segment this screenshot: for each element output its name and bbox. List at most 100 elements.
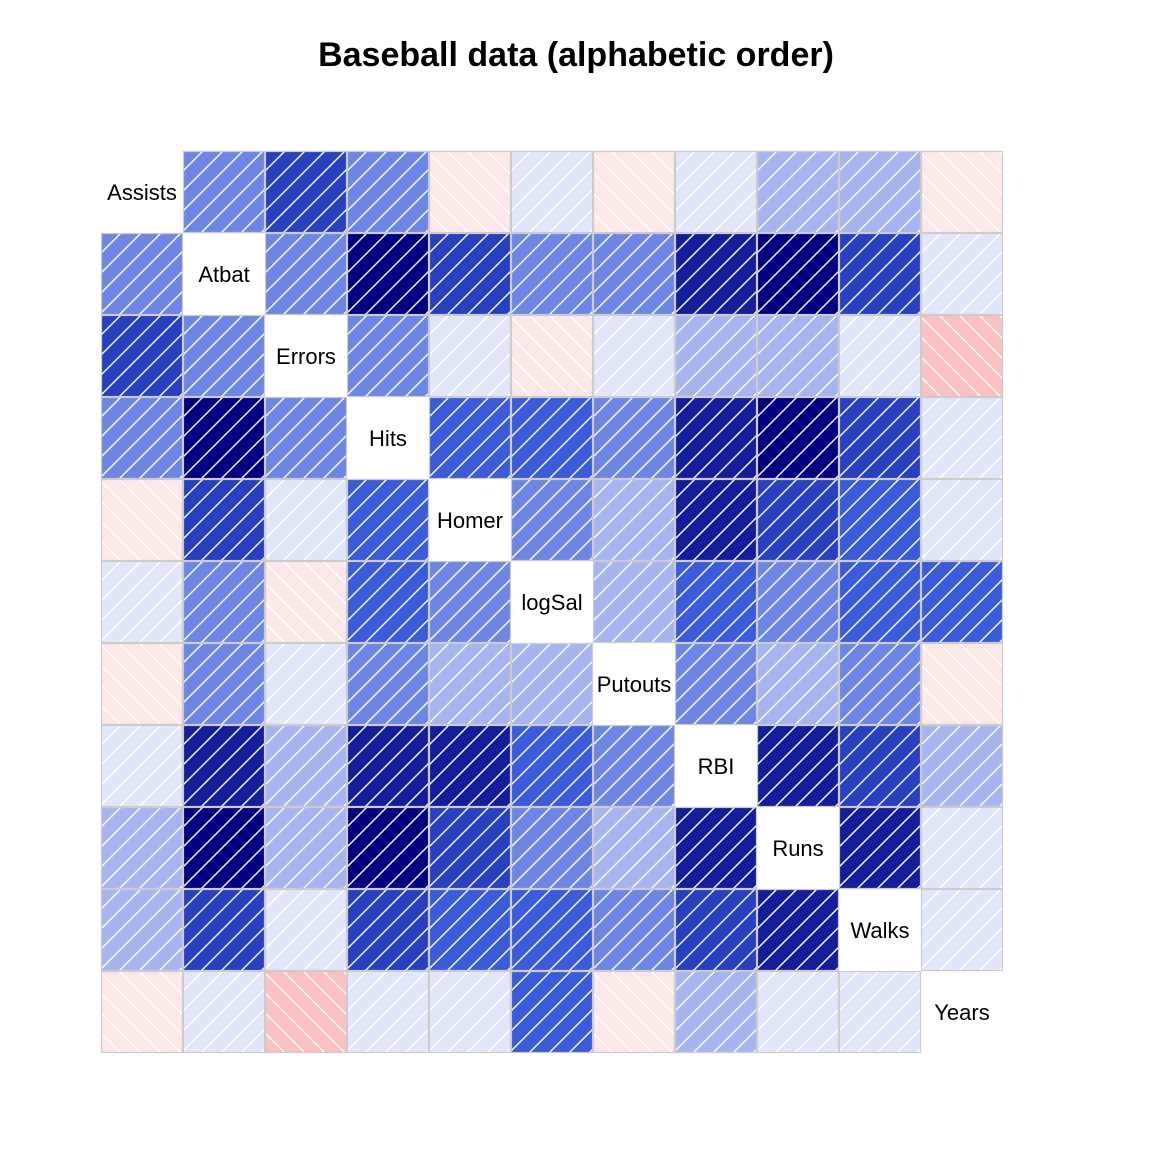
cell-assists-atbat <box>182 150 266 234</box>
cell-fill <box>921 643 1003 725</box>
cell-fill <box>675 315 757 397</box>
cell-fill <box>675 971 757 1053</box>
cell-fill <box>757 889 839 971</box>
cell-homer-hits <box>346 478 430 562</box>
cell-fill <box>921 397 1003 479</box>
cell-homer-errors <box>264 478 348 562</box>
cell-hits-homer <box>428 396 512 480</box>
cell-fill <box>101 889 183 971</box>
cell-walks-assists <box>100 888 184 972</box>
cell-fill <box>429 233 511 315</box>
cell-runs-rbi <box>674 806 758 890</box>
cell-fill <box>921 725 1003 807</box>
cell-fill <box>183 561 265 643</box>
cell-putouts-runs <box>756 642 840 726</box>
cell-homer-rbi <box>674 478 758 562</box>
variable-label-hits: Hits <box>369 426 407 451</box>
cell-fill <box>675 807 757 889</box>
cell-fill <box>757 397 839 479</box>
cell-fill <box>593 807 675 889</box>
cell-fill <box>757 725 839 807</box>
cell-fill <box>347 643 429 725</box>
cell-logsal-walks <box>838 560 922 644</box>
cell-assists-logsal <box>510 150 594 234</box>
cell-fill <box>839 643 921 725</box>
cell-fill <box>757 479 839 561</box>
cell-fill <box>101 725 183 807</box>
cell-logsal-runs <box>756 560 840 644</box>
cell-fill <box>101 233 183 315</box>
cell-hits-rbi <box>674 396 758 480</box>
cell-fill <box>839 315 921 397</box>
cell-fill <box>593 151 675 233</box>
cell-fill <box>757 561 839 643</box>
cell-fill <box>675 479 757 561</box>
variable-label-errors: Errors <box>276 344 336 369</box>
cell-rbi-runs <box>756 724 840 808</box>
cell-runs-putouts <box>592 806 676 890</box>
cell-homer-logsal <box>510 478 594 562</box>
cell-fill <box>839 807 921 889</box>
cell-atbat-logsal <box>510 232 594 316</box>
cell-fill <box>183 643 265 725</box>
cell-fill <box>429 889 511 971</box>
cell-errors-walks <box>838 314 922 398</box>
cell-errors-years <box>920 314 1004 398</box>
cell-fill <box>429 397 511 479</box>
cell-fill <box>429 561 511 643</box>
cell-fill <box>839 479 921 561</box>
cell-fill <box>101 479 183 561</box>
cell-years-walks <box>838 970 922 1054</box>
cell-walks-years <box>920 888 1004 972</box>
cell-putouts-assists <box>100 642 184 726</box>
cell-fill <box>593 971 675 1053</box>
cell-putouts-rbi <box>674 642 758 726</box>
cell-years-errors <box>264 970 348 1054</box>
cell-fill <box>593 397 675 479</box>
variable-label-logsal: logSal <box>521 590 582 615</box>
cell-fill <box>511 151 593 233</box>
cell-hits-years <box>920 396 1004 480</box>
cell-fill <box>347 889 429 971</box>
cell-atbat-hits <box>346 232 430 316</box>
cell-fill <box>921 151 1003 233</box>
cell-fill <box>429 807 511 889</box>
cell-fill <box>347 315 429 397</box>
cell-fill <box>675 643 757 725</box>
cell-atbat-errors <box>264 232 348 316</box>
cell-assists-runs <box>756 150 840 234</box>
cell-fill <box>265 233 347 315</box>
cell-logsal-years <box>920 560 1004 644</box>
variable-label-atbat: Atbat <box>198 262 249 287</box>
cell-years-homer <box>428 970 512 1054</box>
variable-labels: Assists Atbat Errors Hits Homer logSal Putouts… <box>107 180 990 1025</box>
cell-logsal-putouts <box>592 560 676 644</box>
cell-fill <box>101 561 183 643</box>
cell-fill <box>183 725 265 807</box>
cell-putouts-years <box>920 642 1004 726</box>
cell-runs-errors <box>264 806 348 890</box>
cell-fill <box>757 233 839 315</box>
cell-putouts-logsal <box>510 642 594 726</box>
cell-runs-years <box>920 806 1004 890</box>
cell-fill <box>183 479 265 561</box>
cell-fill <box>675 397 757 479</box>
cell-fill <box>593 315 675 397</box>
cell-fill <box>511 971 593 1053</box>
cell-fill <box>347 971 429 1053</box>
cell-walks-homer <box>428 888 512 972</box>
cell-fill <box>429 643 511 725</box>
cell-fill <box>101 807 183 889</box>
cell-fill <box>183 397 265 479</box>
cell-assists-hits <box>346 150 430 234</box>
cell-logsal-errors <box>264 560 348 644</box>
cell-fill <box>265 397 347 479</box>
cell-assists-putouts <box>592 150 676 234</box>
cell-fill <box>839 397 921 479</box>
cell-walks-rbi <box>674 888 758 972</box>
cell-putouts-homer <box>428 642 512 726</box>
cell-fill <box>183 971 265 1053</box>
cell-logsal-assists <box>100 560 184 644</box>
cell-hits-errors <box>264 396 348 480</box>
cell-fill <box>593 233 675 315</box>
